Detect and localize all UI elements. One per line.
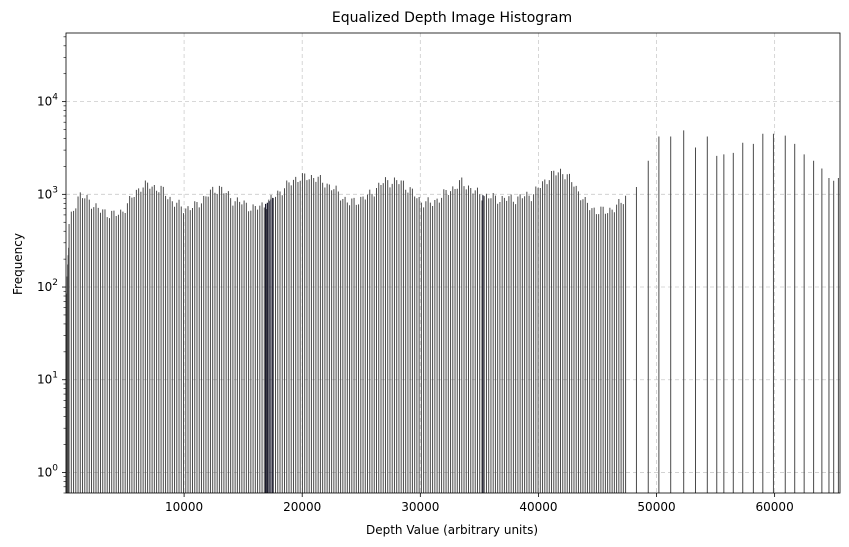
y-tick-label: 103	[37, 185, 58, 201]
x-axis-label: Depth Value (arbitrary units)	[366, 523, 538, 537]
y-tick-label: 104	[37, 93, 58, 109]
ticks: 10000 20000 30000 40000 50000 60000 100 101 102 1…	[37, 36, 794, 514]
x-tick-label: 60000	[756, 500, 794, 514]
x-tick-label: 30000	[401, 500, 439, 514]
bars	[65, 130, 839, 493]
plot-frame	[65, 32, 841, 494]
y-tick-label: 101	[37, 371, 58, 387]
y-tick-label: 102	[37, 278, 58, 294]
x-tick-label: 50000	[637, 500, 675, 514]
y-axis-label: Frequency	[11, 233, 25, 295]
x-tick-label: 40000	[519, 500, 557, 514]
y-tick-label: 100	[37, 463, 58, 479]
x-tick-label: 20000	[283, 500, 321, 514]
chart-title: Equalized Depth Image Histogram	[332, 10, 572, 26]
x-tick-label: 10000	[165, 500, 203, 514]
